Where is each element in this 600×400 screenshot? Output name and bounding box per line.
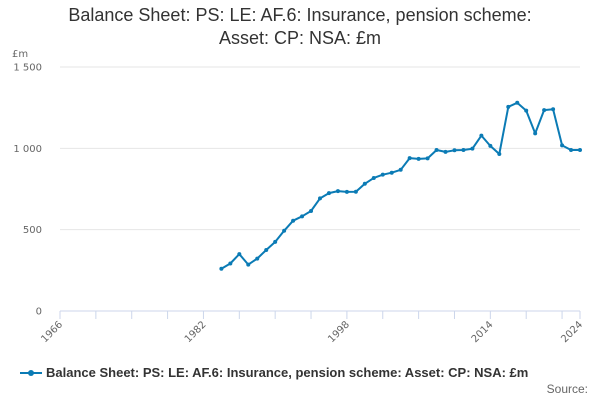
data-point[interactable]	[569, 147, 574, 152]
x-tick-label: 1966	[39, 319, 65, 345]
data-point[interactable]	[326, 191, 331, 196]
chart-title: Balance Sheet: PS: LE: AF.6: Insurance, …	[20, 4, 580, 50]
data-point[interactable]	[219, 266, 224, 271]
data-point[interactable]	[497, 152, 502, 157]
data-point[interactable]	[300, 214, 305, 219]
chart-title-line-1: Balance Sheet: PS: LE: AF.6: Insurance, …	[68, 5, 532, 25]
data-point[interactable]	[542, 108, 547, 113]
data-point[interactable]	[578, 147, 582, 152]
data-point[interactable]	[407, 156, 412, 161]
data-point[interactable]	[515, 100, 520, 105]
data-point[interactable]	[560, 143, 565, 148]
data-point[interactable]	[237, 252, 242, 257]
x-tick-label: 1982	[183, 319, 209, 345]
data-point[interactable]	[318, 196, 322, 201]
data-point[interactable]	[380, 172, 385, 177]
source-label: Source:	[546, 382, 588, 396]
gridlines	[60, 66, 580, 231]
data-point[interactable]	[524, 108, 529, 113]
y-axis-unit-label: £m	[12, 49, 28, 60]
x-tick-label: 2014	[470, 319, 496, 345]
data-point[interactable]	[551, 107, 556, 112]
data-point[interactable]	[434, 147, 439, 152]
x-axis: 1966 1982 1998 2014 2024	[39, 310, 585, 345]
data-point[interactable]	[273, 239, 278, 244]
data-point[interactable]	[371, 175, 376, 180]
data-point[interactable]	[291, 218, 296, 223]
data-point[interactable]	[470, 146, 475, 151]
legend[interactable]: Balance Sheet: PS: LE: AF.6: Insurance, …	[20, 365, 528, 380]
y-tick-label: 1 000	[13, 144, 42, 155]
y-tick-label: 500	[23, 225, 42, 236]
y-axis: 0 500 1 000 1 500	[13, 63, 42, 318]
x-tick-label: 2024	[559, 319, 585, 345]
plot-area	[219, 100, 582, 271]
data-point[interactable]	[461, 147, 466, 152]
data-point[interactable]	[264, 248, 269, 252]
data-point[interactable]	[389, 170, 394, 175]
chart-title-line-2: Asset: CP: NSA: £m	[218, 28, 382, 48]
data-point[interactable]	[335, 189, 340, 194]
data-point[interactable]	[309, 208, 314, 213]
legend-label: Balance Sheet: PS: LE: AF.6: Insurance, …	[46, 365, 529, 380]
y-tick-label: 0	[36, 307, 42, 318]
legend-line-marker-icon	[20, 369, 42, 376]
data-point[interactable]	[228, 261, 233, 266]
data-point[interactable]	[282, 228, 287, 233]
data-point[interactable]	[398, 167, 403, 172]
data-point[interactable]	[344, 189, 349, 194]
data-point[interactable]	[533, 131, 538, 136]
data-point[interactable]	[255, 256, 260, 261]
data-point[interactable]	[353, 189, 358, 194]
data-point[interactable]	[452, 148, 457, 153]
data-point[interactable]	[246, 262, 251, 267]
data-point[interactable]	[479, 133, 484, 138]
data-point[interactable]	[362, 181, 367, 186]
line-chart: 1966 1982 1998 2014 2024 0 500 1 000 1 500 £m	[12, 49, 585, 345]
data-point[interactable]	[488, 143, 493, 148]
data-point[interactable]	[416, 156, 421, 161]
y-tick-label: 1 500	[13, 63, 42, 74]
data-point[interactable]	[425, 156, 430, 161]
x-tick-label: 1998	[326, 319, 352, 345]
data-point[interactable]	[506, 104, 511, 109]
data-point[interactable]	[443, 149, 448, 154]
